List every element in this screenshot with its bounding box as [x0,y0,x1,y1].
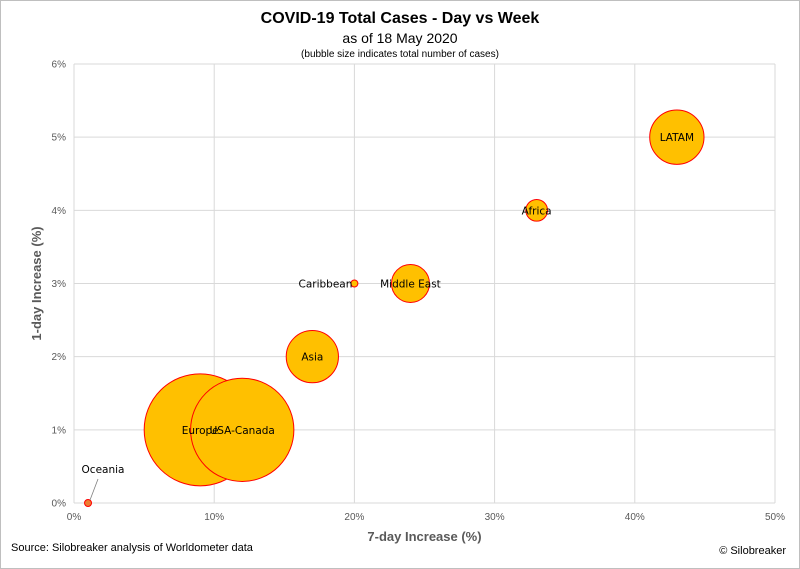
source-note: Source: Silobreaker analysis of Worldome… [11,542,253,554]
x-tick-label: 20% [344,512,364,523]
chart-title: COVID-19 Total Cases - Day vs Week [260,10,540,27]
x-tick-label: 10% [204,512,224,523]
x-axis-title: 7-day Increase (%) [367,529,481,544]
credit-note: © Silobreaker [719,545,786,557]
y-tick-label: 0% [52,499,67,510]
y-tick-label: 5% [52,133,67,144]
x-tick-label: 40% [625,512,645,523]
oceania-leader-line [89,478,99,501]
y-tick-label: 1% [52,425,67,436]
bubble-label-oceania: Oceania [82,464,125,476]
y-axis-title: 1-day Increase (%) [29,226,44,340]
gridlines [73,63,776,504]
chart-note: (bubble size indicates total number of c… [301,49,499,60]
y-tick-label: 3% [52,279,67,290]
bubble-label-caribbean: Caribbean [299,279,353,291]
bubble-middle-east [390,264,430,303]
bubble-usa-canada [190,377,295,482]
y-tick-label: 4% [52,206,67,217]
x-tick-label: 50% [765,512,785,523]
y-tick-label: 6% [52,60,67,71]
bubble-label-latam: LATAM [660,132,694,144]
bubble-oceania [84,499,93,507]
bubble-africa [525,198,549,222]
x-tick-label: 30% [485,512,505,523]
bubbles [84,109,705,507]
bubble-label-europe: Europe [182,425,219,437]
bubble-asia [285,330,339,384]
bubble-label-usa-canada: USA-Canada [210,425,275,437]
bubble-latam [649,109,705,165]
bubble-caribbean [350,279,359,288]
tick-labels: 0% 10% 20% 30% 40% 50% 0% 1% 2% 3% 4% 5% 6% [52,60,786,524]
bubble-label-africa: Africa [522,205,552,217]
chart-subtitle: as of 18 May 2020 [342,30,458,46]
x-tick-label: 0% [67,512,82,523]
y-tick-label: 2% [52,352,67,363]
bubble-label-middle-east: Middle East [380,279,441,291]
bubble-label-asia: Asia [301,352,323,364]
